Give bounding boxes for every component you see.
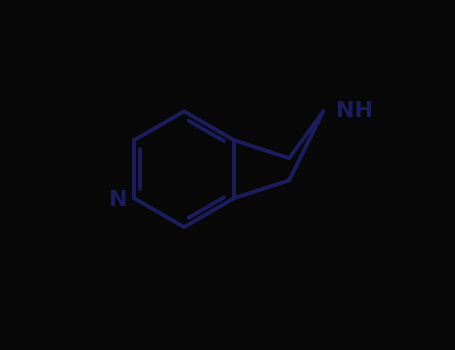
Text: N: N xyxy=(109,190,127,210)
Text: NH: NH xyxy=(336,102,373,121)
